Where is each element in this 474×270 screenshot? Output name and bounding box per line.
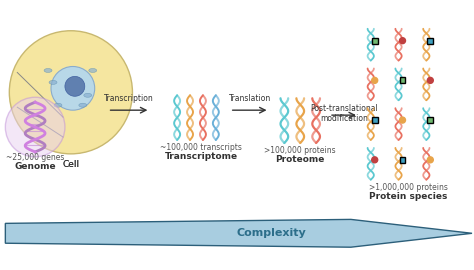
Text: Post-translational
modification: Post-translational modification — [310, 104, 378, 123]
Text: Cell: Cell — [62, 160, 80, 169]
Circle shape — [400, 38, 405, 44]
Ellipse shape — [84, 93, 92, 97]
FancyBboxPatch shape — [428, 38, 433, 44]
Text: Cell: Cell — [62, 160, 80, 169]
Text: Genome: Genome — [14, 162, 56, 171]
Ellipse shape — [49, 80, 57, 84]
FancyBboxPatch shape — [400, 157, 405, 163]
Ellipse shape — [54, 103, 62, 107]
Circle shape — [65, 76, 85, 96]
Text: Complexity: Complexity — [237, 228, 306, 238]
Polygon shape — [5, 220, 472, 247]
Text: ~25,000 genes: ~25,000 genes — [6, 153, 64, 162]
FancyBboxPatch shape — [372, 38, 378, 44]
Circle shape — [428, 157, 433, 163]
Text: Protein species: Protein species — [369, 192, 447, 201]
Text: >100,000 proteins: >100,000 proteins — [264, 146, 336, 155]
Circle shape — [5, 97, 65, 157]
Ellipse shape — [89, 69, 97, 72]
Circle shape — [428, 77, 433, 83]
FancyBboxPatch shape — [428, 117, 433, 123]
Text: Transcriptome: Transcriptome — [164, 152, 237, 161]
FancyBboxPatch shape — [372, 117, 378, 123]
Ellipse shape — [44, 69, 52, 72]
Circle shape — [372, 157, 378, 163]
Text: Translation: Translation — [228, 94, 271, 103]
Text: ~100,000 transcripts: ~100,000 transcripts — [160, 143, 242, 152]
Text: >1,000,000 proteins: >1,000,000 proteins — [369, 183, 448, 192]
FancyBboxPatch shape — [400, 77, 405, 83]
Text: Transcription: Transcription — [104, 94, 154, 103]
Text: Proteome: Proteome — [275, 155, 325, 164]
Ellipse shape — [79, 103, 87, 107]
Circle shape — [400, 117, 405, 123]
Circle shape — [9, 31, 132, 154]
Circle shape — [372, 77, 378, 83]
Circle shape — [51, 66, 95, 110]
